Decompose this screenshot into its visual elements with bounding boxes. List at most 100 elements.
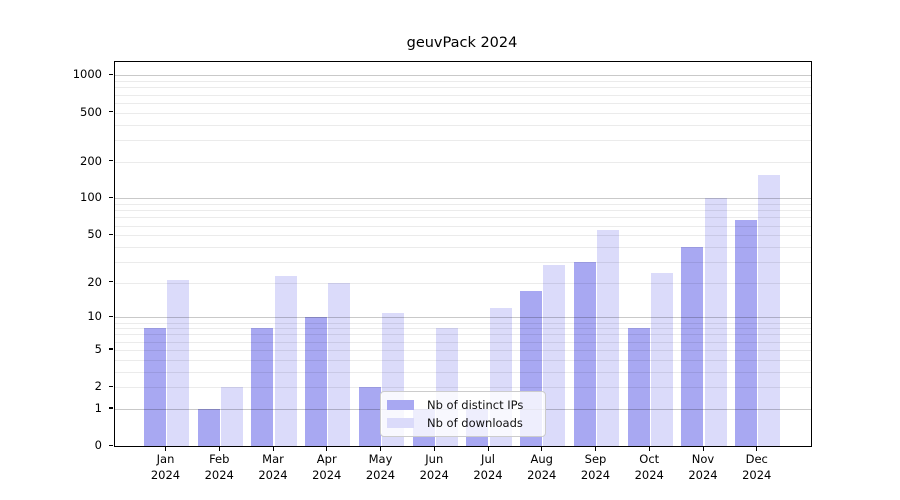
gridline-20: [115, 282, 811, 284]
bar-nov-distinct-ips: [681, 246, 704, 446]
x-tick-label-aug: Aug 2024: [527, 452, 557, 482]
bar-dec-downloads: [758, 175, 781, 446]
gridline-1000: [115, 75, 811, 77]
bar-jan-distinct-ips: [143, 328, 166, 446]
legend-label-downloads: Nb of downloads: [427, 416, 523, 430]
y-tick-mark-2: [109, 385, 113, 387]
gridline-900: [115, 81, 811, 83]
y-tick-mark-200: [109, 160, 113, 162]
y-tick-label-1000: 1000: [72, 67, 102, 82]
y-tick-label-10: 10: [87, 309, 102, 324]
x-tick-label-mar: Mar 2024: [258, 452, 288, 482]
x-tick-mark-jun: [433, 446, 435, 451]
y-tick-label-1: 1: [94, 400, 102, 415]
x-tick-label-oct: Oct 2024: [634, 452, 664, 482]
bar-dec-distinct-ips: [735, 220, 758, 446]
y-tick-label-100: 100: [80, 190, 102, 205]
gridline-200: [115, 161, 811, 163]
y-tick-mark-100: [109, 196, 113, 199]
x-tick-mark-jan: [165, 446, 167, 451]
bar-sep-downloads: [597, 230, 620, 446]
legend-item-downloads: Nb of downloads: [387, 414, 537, 432]
gridline-50: [115, 235, 811, 237]
x-tick-label-jan: Jan 2024: [150, 452, 181, 482]
x-tick-mark-nov: [702, 446, 704, 451]
gridline-600: [115, 102, 811, 104]
bar-sep-distinct-ips: [573, 261, 596, 446]
downloads-swatch-icon: [387, 418, 414, 428]
x-tick-mark-may: [380, 446, 382, 451]
y-tick-label-500: 500: [80, 104, 102, 119]
gridline-2: [115, 387, 811, 389]
y-tick-mark-500: [109, 111, 113, 113]
x-tick-mark-apr: [326, 446, 328, 451]
x-tick-label-feb: Feb 2024: [204, 452, 234, 482]
y-tick-mark-1: [109, 407, 113, 409]
y-tick-label-20: 20: [87, 274, 102, 289]
gridline-100: [115, 198, 811, 200]
gridline-10: [115, 317, 811, 319]
legend-label-distinct-ips: Nb of distinct IPs: [427, 398, 524, 412]
x-tick-mark-aug: [541, 446, 543, 451]
x-tick-mark-mar: [272, 446, 274, 451]
bar-nov-downloads: [704, 198, 727, 446]
x-tick-label-dec: Dec 2024: [742, 452, 772, 482]
x-tick-mark-sep: [595, 446, 597, 451]
bar-mar-downloads: [274, 275, 297, 446]
bar-aug-downloads: [543, 265, 566, 446]
x-tick-label-apr: Apr 2024: [312, 452, 342, 482]
gridline-9: [115, 322, 811, 324]
gridline-400: [115, 124, 811, 126]
bar-may-distinct-ips: [358, 387, 381, 446]
x-tick-mark-feb: [218, 446, 220, 451]
chart-title: geuvPack 2024: [406, 35, 518, 51]
gridline-80: [115, 210, 811, 212]
plot-area: [114, 61, 812, 447]
distinct-ips-swatch-icon: [387, 400, 414, 410]
y-tick-mark-20: [109, 281, 113, 283]
y-tick-mark-0: [109, 444, 113, 446]
gridline-7: [115, 334, 811, 336]
gridline-60: [115, 225, 811, 227]
bar-jan-downloads: [167, 280, 190, 446]
y-tick-label-2: 2: [94, 379, 102, 394]
y-tick-label-0: 0: [94, 438, 102, 452]
x-tick-mark-dec: [756, 446, 758, 451]
bar-apr-downloads: [328, 282, 351, 446]
legend-item-distinct-ips: Nb of distinct IPs: [387, 396, 537, 414]
gridline-5: [115, 349, 811, 351]
x-tick-label-jun: Jun 2024: [419, 452, 449, 482]
gridline-70: [115, 217, 811, 219]
x-tick-label-jul: Jul 2024: [473, 452, 503, 482]
y-tick-mark-5: [109, 348, 113, 350]
gridline-40: [115, 246, 811, 248]
x-tick-label-nov: Nov 2024: [688, 452, 718, 482]
bar-feb-distinct-ips: [197, 408, 220, 446]
x-tick-label-may: May 2024: [365, 452, 396, 482]
y-tick-label-50: 50: [87, 227, 102, 242]
gridline-700: [115, 94, 811, 96]
x-tick-label-sep: Sep 2024: [580, 452, 611, 482]
bar-apr-distinct-ips: [305, 317, 328, 446]
y-tick-label-200: 200: [80, 153, 102, 168]
y-tick-mark-50: [109, 233, 113, 235]
gridline-3: [115, 371, 811, 373]
gridline-300: [115, 139, 811, 141]
legend: Nb of distinct IPs Nb of downloads: [380, 391, 546, 437]
bar-mar-distinct-ips: [251, 328, 274, 446]
gridline-6: [115, 341, 811, 343]
y-tick-mark-10: [109, 315, 113, 318]
y-tick-mark-1000: [109, 73, 113, 76]
x-tick-mark-jul: [487, 446, 489, 451]
bar-feb-downloads: [220, 387, 243, 446]
bar-oct-downloads: [650, 273, 673, 446]
gridline-4: [115, 359, 811, 361]
gridline-90: [115, 204, 811, 206]
x-tick-mark-oct: [648, 446, 650, 451]
gridline-500: [115, 112, 811, 114]
gridline-30: [115, 261, 811, 263]
y-tick-label-5: 5: [94, 341, 102, 356]
gridline-8: [115, 328, 811, 330]
bar-oct-distinct-ips: [627, 328, 650, 446]
